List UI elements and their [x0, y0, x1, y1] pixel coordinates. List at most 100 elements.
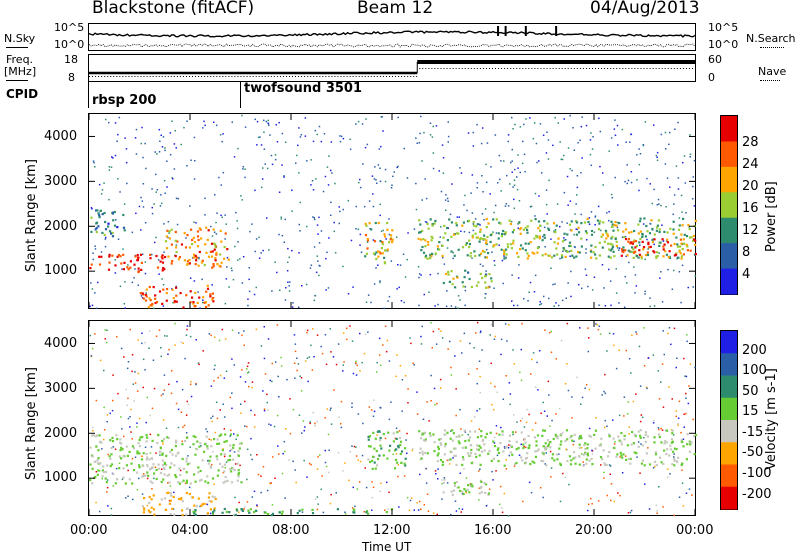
scatter-band-point: [163, 461, 166, 464]
scatter-band-point: [426, 452, 429, 455]
scatter-band-point: [381, 241, 384, 244]
scatter-band-point: [578, 251, 581, 254]
scatter-band-point: [165, 464, 168, 467]
nave-point: [570, 68, 572, 69]
speckle-point: [618, 247, 621, 249]
speckle-point: [379, 203, 381, 206]
speckle-point: [590, 132, 592, 134]
speckle-point: [665, 206, 667, 208]
speckle-point: [580, 213, 582, 216]
speckle-point: [562, 472, 564, 475]
scatter-band-point: [148, 495, 151, 499]
speckle-point: [313, 246, 316, 248]
speckle-point: [636, 179, 638, 181]
scatter-band-point: [598, 254, 602, 257]
scatter-band-point: [601, 246, 604, 249]
scatter-band-point: [216, 438, 219, 441]
scatter-band-point: [374, 221, 377, 225]
speckle-point: [618, 349, 620, 351]
speckle-point: [669, 186, 671, 188]
speckle-point: [264, 373, 267, 375]
scatter-band-point: [468, 277, 471, 281]
speckle-point: [619, 494, 621, 497]
scatter-band-point: [424, 254, 428, 257]
scatter-band-point: [267, 512, 270, 516]
scatter-band-point: [372, 252, 375, 255]
scatter-band-point: [379, 436, 382, 440]
scatter-band-point: [194, 435, 197, 439]
speckle-point: [123, 356, 125, 358]
speckle-point: [316, 133, 318, 136]
scatter-band-point: [560, 440, 563, 443]
speckle-point: [511, 300, 513, 302]
freq-underline: [6, 80, 28, 81]
scatter-band-point: [89, 267, 92, 270]
speckle-point: [530, 373, 532, 375]
nave-point: [476, 68, 478, 69]
speckle-point: [159, 205, 162, 207]
speckle-point: [291, 210, 293, 212]
scatter-band-point: [433, 450, 436, 453]
speckle-point: [534, 274, 537, 277]
speckle-point: [643, 365, 646, 367]
scatter-band-point: [545, 464, 548, 467]
scatter-band-point: [421, 453, 424, 456]
scatter-band-point: [208, 492, 211, 495]
scatter-band-point: [483, 250, 486, 254]
speckle-point: [255, 286, 257, 289]
speckle-point: [673, 269, 675, 272]
nave-point: [601, 68, 603, 69]
scatter-band-point: [637, 256, 640, 259]
speckle-point: [401, 410, 403, 412]
speckle-point: [294, 350, 297, 353]
scatter-band-point: [182, 467, 186, 470]
speckle-point: [492, 231, 494, 233]
scatter-band-point: [639, 436, 642, 439]
speckle-point: [637, 441, 640, 443]
scatter-band-point: [129, 266, 132, 269]
speckle-point: [609, 465, 612, 467]
scatter-band-point: [466, 254, 469, 257]
speckle-point: [144, 341, 146, 344]
speckle-point: [419, 473, 421, 476]
speckle-point: [283, 440, 286, 443]
scatter-band-point: [404, 464, 407, 467]
scatter-band-point: [170, 243, 173, 246]
speckle-point: [617, 492, 619, 494]
scatter-band-point: [580, 437, 583, 440]
scatter-band-point: [474, 452, 477, 455]
speckle-point: [317, 503, 319, 505]
scatter-band-point: [420, 249, 423, 252]
speckle-point: [644, 290, 646, 293]
speckle-point: [137, 339, 139, 341]
freq-panel: [88, 54, 696, 82]
scatter-band-point: [658, 228, 661, 231]
speckle-point: [490, 166, 492, 168]
scatter-band-point: [643, 217, 646, 220]
scatter-band-point: [114, 264, 117, 267]
scatter-band-point: [379, 444, 382, 447]
scatter-band-point: [393, 467, 397, 470]
speckle-point: [525, 118, 527, 120]
scatter-band-point: [483, 449, 486, 452]
scatter-band-point: [221, 465, 224, 468]
scatter-band-point: [208, 499, 211, 503]
nave-point: [579, 68, 581, 69]
speckle-point: [658, 398, 661, 400]
speckle-point: [564, 476, 567, 478]
speckle-point: [656, 204, 659, 206]
speckle-point: [163, 374, 166, 376]
scatter-band-point: [642, 248, 645, 251]
speckle-point: [563, 191, 566, 194]
scatter-band-point: [528, 446, 531, 449]
scatter-band-point: [542, 445, 545, 448]
speckle-point: [529, 206, 532, 208]
scatter-band-point: [213, 248, 216, 251]
speckle-point: [540, 303, 543, 305]
speckle-point: [131, 457, 134, 460]
speckle-point: [291, 306, 294, 308]
scatter-band-point: [163, 437, 166, 440]
speckle-point: [485, 270, 487, 272]
speckle-point: [588, 337, 590, 339]
scatter-band-point: [97, 212, 100, 215]
